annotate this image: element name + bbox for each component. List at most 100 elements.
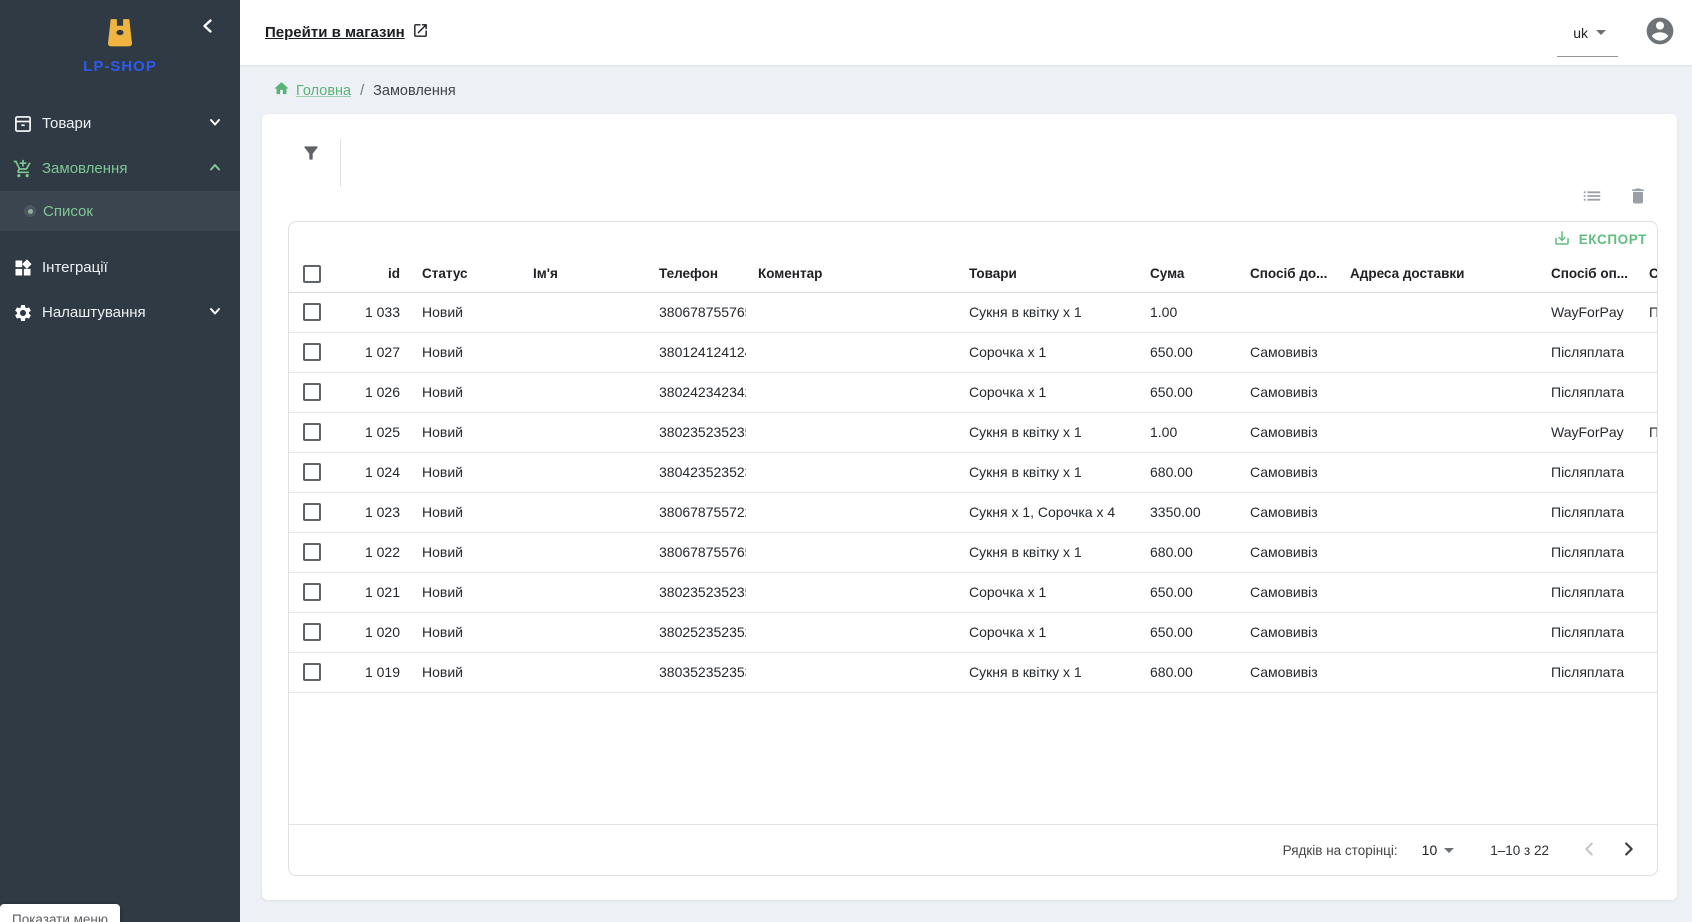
sidebar-item-integrations[interactable]: Інтеграції [0, 245, 240, 290]
breadcrumb: Головна / Замовлення [273, 80, 1692, 101]
row-checkbox[interactable] [303, 543, 321, 562]
row-checkbox[interactable] [303, 503, 321, 522]
sidebar-item-products[interactable]: Товари [0, 101, 240, 146]
export-button[interactable]: ЕКСПОРТ [1553, 229, 1647, 250]
cell-phone: 380423523523 [659, 464, 746, 480]
table-row[interactable]: 1 024 Новий 380423523523 Сукня в квітку x 1… [289, 452, 1657, 492]
col-header-payment[interactable]: Спосіб оп... [1551, 266, 1628, 282]
cell-payment_status: П [1637, 292, 1657, 332]
cell-status: Новий [422, 544, 463, 560]
cell-id: 1 033 [364, 304, 400, 320]
cell-sum: 680.00 [1150, 664, 1193, 680]
breadcrumb-current: Замовлення [373, 82, 456, 99]
cell-status: Новий [422, 624, 463, 640]
chevron-down-icon [208, 304, 222, 322]
table-row[interactable]: 1 020 Новий 380252352352 Сорочка x 1 650.00 С… [289, 612, 1657, 652]
language-select[interactable]: uk [1557, 25, 1618, 57]
cell-status: Новий [422, 424, 463, 440]
cell-status: Новий [422, 584, 463, 600]
sidebar-item-orders-list[interactable]: Список [0, 191, 240, 231]
rows-per-page-select[interactable]: 10 [1422, 842, 1455, 858]
chevron-right-icon [1617, 838, 1639, 863]
cell-phone: 380124124124 [659, 344, 746, 360]
filter-divider [340, 139, 341, 187]
col-header-status[interactable]: Статус [422, 266, 468, 282]
cell-payment: Післяплата [1551, 624, 1625, 640]
cell-address [1338, 292, 1539, 332]
cell-delivery [1238, 292, 1338, 332]
col-header-delivery[interactable]: Спосіб до... [1250, 266, 1328, 282]
table-row[interactable]: 1 033 Новий 380678755765 Сукня в квітку x 1… [289, 292, 1657, 332]
row-checkbox[interactable] [303, 463, 321, 482]
cell-payment_status [1637, 612, 1657, 652]
cell-comment [746, 612, 957, 652]
row-checkbox[interactable] [303, 623, 321, 642]
pagination-bar: Рядків на сторінці: 10 1–10 з 22 [289, 824, 1657, 875]
cart-plus-icon [13, 159, 33, 179]
row-checkbox[interactable] [303, 343, 321, 362]
cell-phone: 380678755722 [659, 504, 746, 520]
col-header-payment-status[interactable]: С [1637, 256, 1657, 292]
table-row[interactable]: 1 027 Новий 380124124124 Сорочка x 1 650.00 С… [289, 332, 1657, 372]
chevron-left-icon [1579, 838, 1601, 863]
cell-id: 1 023 [364, 504, 400, 520]
orders-table-card: ЕКСПОРТ id Статус Ім'я [288, 221, 1658, 876]
cell-sum: 680.00 [1150, 544, 1193, 560]
pagination-range: 1–10 з 22 [1490, 842, 1549, 858]
row-checkbox[interactable] [303, 423, 321, 442]
topbar-right: uk [1557, 15, 1676, 57]
column-list-button[interactable] [1581, 185, 1603, 210]
row-checkbox[interactable] [303, 583, 321, 602]
orders-panel: ЕКСПОРТ id Статус Ім'я [262, 114, 1677, 900]
sidebar-item-settings[interactable]: Налаштування [0, 290, 240, 335]
download-icon [1553, 229, 1571, 250]
cell-status: Новий [422, 304, 463, 320]
delete-button[interactable] [1628, 186, 1648, 209]
next-page-button[interactable] [1609, 831, 1647, 869]
cell-delivery: Самовивіз [1250, 504, 1318, 520]
table-row[interactable]: 1 022 Новий 380678755765 Сукня в квітку x 1… [289, 532, 1657, 572]
cell-name [521, 532, 647, 572]
cell-sum: 650.00 [1150, 584, 1193, 600]
cell-address [1338, 492, 1539, 532]
breadcrumb-home-label: Головна [296, 82, 352, 99]
row-checkbox[interactable] [303, 303, 321, 322]
table-row[interactable]: 1 021 Новий 380235235235 Сорочка x 1 650.00 С… [289, 572, 1657, 612]
table-scroll-area[interactable]: id Статус Ім'я Телефон Коментар Товари С… [289, 256, 1657, 693]
cell-comment [746, 652, 957, 692]
cell-address [1338, 412, 1539, 452]
sidebar-nav: Товари Замовлення Список Інтеграції [0, 101, 240, 335]
cell-address [1338, 612, 1539, 652]
col-header-id[interactable]: id [388, 266, 400, 282]
sidebar-item-label: Замовлення [42, 160, 128, 177]
cell-payment_status [1637, 492, 1657, 532]
filter-toolbar [262, 114, 1677, 221]
go-to-store-link[interactable]: Перейти в магазин [265, 22, 429, 43]
cell-phone: 380678755765 [659, 544, 746, 560]
filter-button[interactable] [301, 143, 321, 166]
breadcrumb-home-link[interactable]: Головна [273, 80, 351, 101]
col-header-address[interactable]: Адреса доставки [1350, 266, 1465, 282]
cell-delivery: Самовивіз [1250, 664, 1318, 680]
cell-sum: 1.00 [1150, 304, 1178, 320]
col-header-sum[interactable]: Сума [1150, 266, 1185, 282]
filter-funnel-icon [301, 146, 321, 166]
table-row[interactable]: 1 019 Новий 380352352353 Сукня в квітку x 1… [289, 652, 1657, 692]
col-header-products[interactable]: Товари [969, 266, 1017, 282]
sidebar-item-orders[interactable]: Замовлення [0, 146, 240, 191]
table-row[interactable]: 1 023 Новий 380678755722 Сукня x 1, Сорочка… [289, 492, 1657, 532]
sidebar-collapse-button[interactable] [200, 18, 216, 37]
col-header-name[interactable]: Ім'я [533, 266, 558, 282]
store-link-label: Перейти в магазин [265, 24, 405, 41]
row-checkbox[interactable] [303, 383, 321, 402]
account-menu-button[interactable] [1644, 15, 1676, 50]
table-row[interactable]: 1 025 Новий 380235235235 Сукня в квітку x 1… [289, 412, 1657, 452]
cell-payment: Післяплата [1551, 464, 1625, 480]
select-all-checkbox[interactable] [303, 264, 321, 283]
table-row[interactable]: 1 026 Новий 380242342342 Сорочка x 1 650.00 С… [289, 372, 1657, 412]
col-header-comment[interactable]: Коментар [758, 266, 823, 282]
cell-payment: WayForPay [1551, 304, 1624, 320]
cell-payment: Післяплата [1551, 384, 1625, 400]
col-header-phone[interactable]: Телефон [659, 266, 719, 282]
row-checkbox[interactable] [303, 663, 321, 682]
